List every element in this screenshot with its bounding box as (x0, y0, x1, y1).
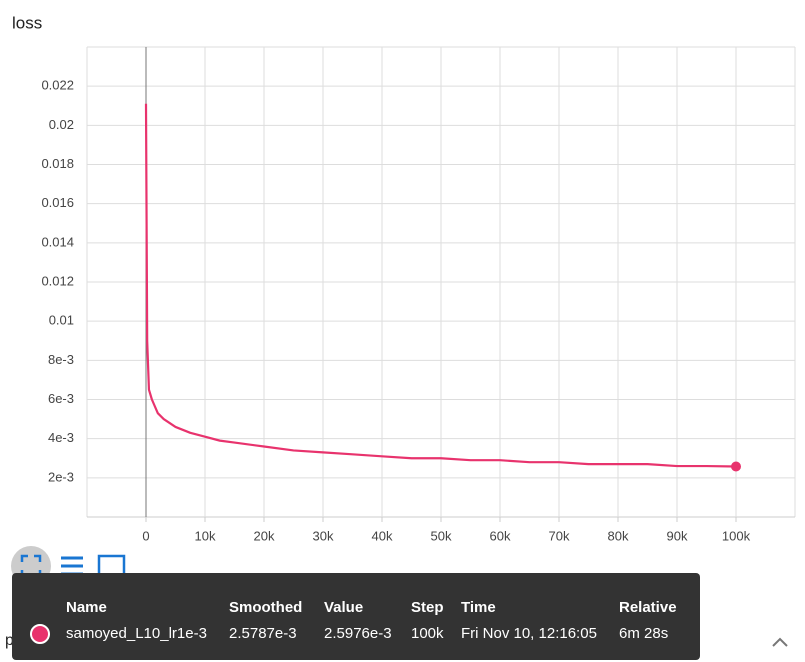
run-name: samoyed_L10_lr1e-3 (66, 625, 207, 642)
cell: 2.5787e-3 (229, 625, 297, 642)
col-header: Smoothed (229, 599, 302, 616)
cell: 100k (411, 625, 444, 642)
tooltip-bg (12, 573, 700, 660)
list-icon[interactable] (61, 556, 83, 576)
cell: 2.5976e-3 (324, 625, 392, 642)
y-tick-label: 0.02 (49, 117, 74, 132)
y-tick-label: 0.018 (41, 156, 74, 171)
x-tick-label: 80k (608, 528, 629, 543)
col-header: Time (461, 599, 496, 616)
cell: Fri Nov 10, 12:16:05 (461, 625, 597, 642)
chart-title: loss (12, 13, 42, 32)
cell: 6m 28s (619, 625, 668, 642)
run-swatch (30, 624, 50, 644)
y-tick-label: 0.016 (41, 195, 74, 210)
loss-line (144, 103, 737, 468)
x-tick-label: 90k (667, 528, 688, 543)
x-tick-label: 20k (254, 528, 275, 543)
y-tick-label: 6e-3 (48, 391, 74, 406)
y-tick-label: 0.014 (41, 234, 74, 249)
x-tick-label: 100k (722, 528, 751, 543)
col-header: Relative (619, 599, 677, 616)
x-tick-label: 0 (142, 528, 149, 543)
col-header: Step (411, 599, 444, 616)
y-tick-label: 0.01 (49, 313, 74, 328)
x-tick-label: 10k (195, 528, 216, 543)
y-tick-label: 4e-3 (48, 430, 74, 445)
fullscreen-icon[interactable] (20, 554, 42, 578)
x-tick-label: 40k (372, 528, 393, 543)
x-tick-label: 50k (431, 528, 452, 543)
x-tick-label: 60k (490, 528, 511, 543)
tooltip: Name Smoothed Value Step Time Relative s… (12, 573, 700, 660)
end-point (731, 461, 741, 472)
y-tick-label: 2e-3 (48, 469, 74, 484)
col-header: Name (66, 599, 107, 616)
x-tick-label: 30k (313, 528, 334, 543)
expand-chevron[interactable] (772, 637, 788, 647)
y-tick-label: 0.012 (41, 273, 74, 288)
x-tick-label: 70k (549, 528, 570, 543)
y-tick-label: 0.022 (41, 78, 74, 93)
col-header: Value (324, 599, 363, 616)
y-tick-label: 8e-3 (48, 352, 74, 367)
